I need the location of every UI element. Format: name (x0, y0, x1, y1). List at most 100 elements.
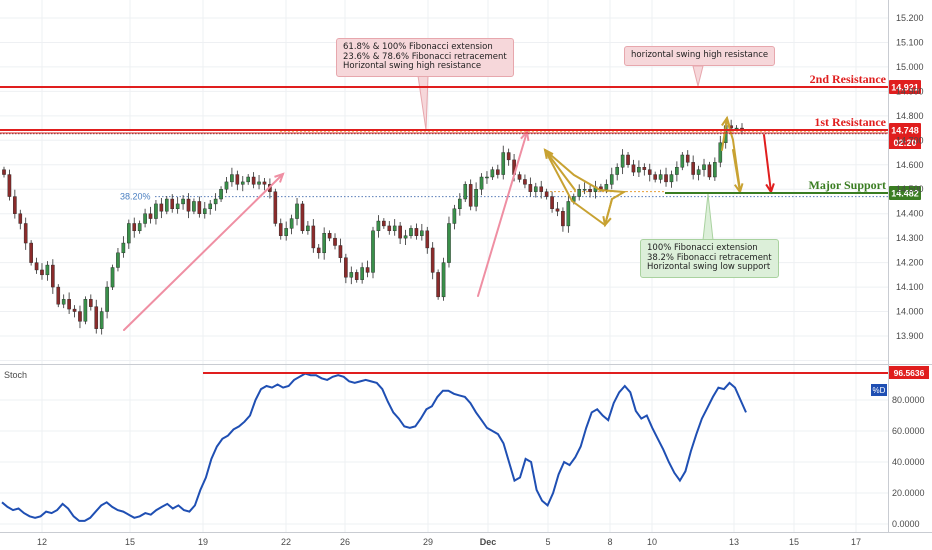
candle-body (94, 306, 99, 329)
candle-body (685, 154, 690, 163)
chart-overlays: 38.20% (0, 65, 888, 241)
candle-body (311, 225, 316, 249)
candle-body (257, 181, 261, 185)
annotation-fib-confluence: 61.8% & 100% Fibonacci extension 23.6% &… (336, 38, 514, 77)
impulse-arrow-2-head (520, 129, 530, 142)
candle-body (696, 169, 701, 175)
stoch-y-tick-label: 80.0000 (892, 395, 925, 405)
x-tick-label: 19 (198, 537, 208, 547)
candle-body (447, 223, 451, 263)
candle-body (154, 203, 158, 219)
candle-body (34, 262, 39, 271)
candle-body (485, 176, 489, 179)
candle-body (132, 223, 137, 232)
fib-38-label: 38.20% (120, 192, 151, 202)
annotation-swing-high: horizontal swing high resistance (624, 46, 776, 66)
candle-body (143, 213, 147, 224)
candle-body (680, 154, 685, 168)
candle-body (420, 230, 424, 236)
x-tick-label: 26 (340, 537, 350, 547)
candle-body (23, 223, 28, 244)
candle-body (284, 228, 288, 236)
candle-body (51, 264, 55, 288)
x-tick-label: 17 (851, 537, 861, 547)
level-2nd-resistance-value: 14.921 (891, 83, 919, 93)
candle-body (262, 181, 267, 185)
candle-body (333, 237, 337, 246)
y-tick-label: 15.100 (896, 37, 924, 47)
candle-body (588, 189, 592, 192)
candle-body (664, 174, 668, 183)
x-tick-label: 22 (281, 537, 291, 547)
candle-body (441, 262, 446, 298)
level-major-support-name: Major Support (809, 178, 886, 192)
candle-body (300, 203, 305, 232)
candle-body (99, 311, 104, 329)
pointer-swing-low (702, 193, 714, 241)
y-tick-label: 15.200 (896, 13, 924, 23)
candle-body (392, 225, 397, 232)
level-major-support-value: 14.482 (891, 189, 919, 199)
candle-body (517, 174, 522, 180)
stoch-y-tick-label: 0.0000 (892, 519, 920, 529)
candle-body (631, 164, 636, 173)
candle-body (713, 162, 717, 178)
candle-body (40, 269, 44, 276)
zigzag-pattern-1 (544, 149, 628, 227)
candle-body (626, 154, 630, 165)
candle-body (67, 299, 71, 310)
candle-body (458, 198, 462, 209)
candle-body (7, 174, 12, 197)
stoch-level-tag (889, 366, 929, 379)
zigzag-arrow-1 (604, 198, 613, 226)
candle-body (609, 174, 614, 185)
candle-body (403, 235, 408, 239)
candle-body (61, 299, 66, 305)
x-tick-label: 15 (789, 537, 799, 547)
pattern-drawings (123, 115, 775, 331)
candle-body (642, 167, 647, 170)
candle-body (327, 233, 332, 239)
candle-body (349, 272, 354, 278)
candle-body (468, 184, 473, 207)
candle-body (202, 208, 207, 214)
impulse-arrow-1 (123, 173, 284, 331)
candle-body (550, 196, 554, 209)
candle-body (235, 174, 240, 185)
y-tick-label: 14.500 (896, 184, 924, 194)
y-tick-label: 14.200 (896, 258, 924, 268)
zigzag-arrow-1b-head (543, 148, 554, 160)
impulse-arrow-1-head (274, 172, 285, 183)
x-tick-label: Dec (480, 537, 497, 547)
candle-body (658, 174, 663, 180)
candle-body (506, 152, 511, 161)
candle-body (208, 203, 213, 210)
zigzag-arrow-2b (721, 117, 728, 151)
candle-body (414, 228, 419, 236)
candle-body (354, 272, 359, 280)
candle-body (175, 203, 180, 210)
x-tick-label: 8 (607, 537, 612, 547)
stoch-d-line (1, 372, 747, 522)
candle-body (523, 179, 527, 185)
level-1st-resistance-tag (889, 123, 921, 137)
level-2nd-resistance-name: 2nd Resistance (810, 72, 887, 86)
candle-body (121, 242, 126, 254)
candle-body (13, 196, 17, 214)
candle-body (387, 225, 392, 232)
candle-body (653, 174, 657, 180)
zigzag-arrow-2b-head (721, 115, 731, 127)
level-1st-resistance-value: 14.748 (891, 126, 919, 136)
y-tick-label: 14.900 (896, 86, 924, 96)
countdown-tag (889, 136, 921, 149)
candle-body (148, 213, 153, 219)
candle-body (219, 189, 223, 200)
candle-body (18, 213, 23, 224)
x-tick-label: 5 (545, 537, 550, 547)
candle-body (647, 169, 652, 175)
candle-body (197, 201, 202, 214)
candle-body (425, 230, 430, 249)
candle-body (675, 167, 679, 175)
